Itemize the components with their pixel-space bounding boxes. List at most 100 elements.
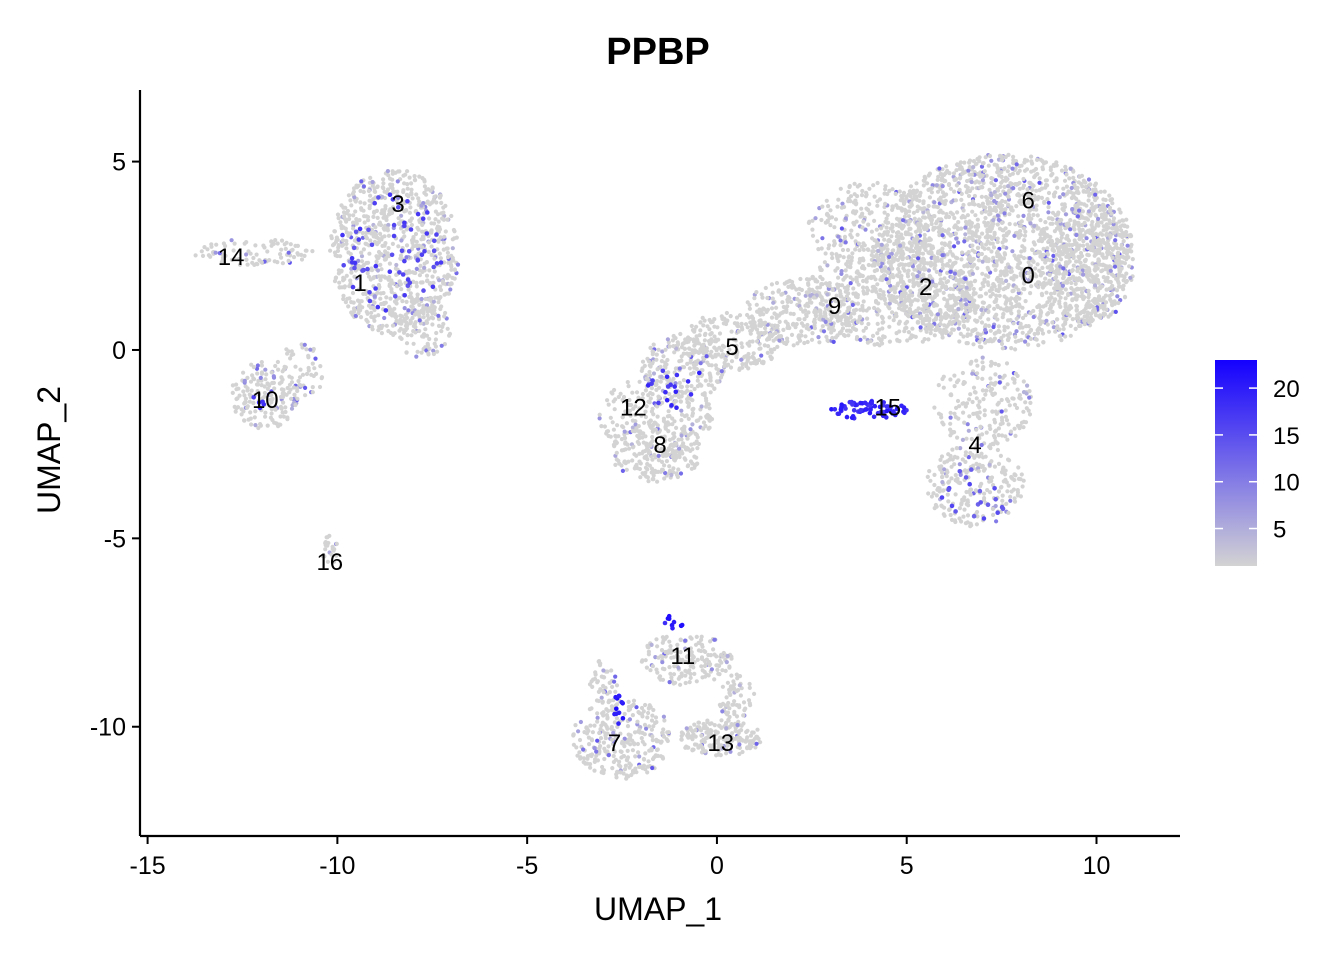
- cell-point: [950, 212, 956, 217]
- cell-point: [1075, 268, 1080, 273]
- cell-point: [890, 310, 895, 315]
- cell-point: [986, 317, 991, 322]
- cell-point: [1103, 278, 1108, 283]
- cell-point: [781, 327, 786, 332]
- cell-point: [970, 399, 975, 405]
- cell-point: [983, 223, 988, 228]
- cell-point: [826, 204, 831, 209]
- cell-point: [980, 201, 986, 206]
- cell-point: [820, 277, 825, 282]
- cell-point: [793, 325, 798, 330]
- cell-point: [906, 294, 911, 299]
- cell-point: [839, 329, 844, 334]
- cell-point: [889, 234, 894, 239]
- cell-point: [970, 199, 976, 204]
- cell-point: [866, 222, 871, 227]
- cell-point: [871, 183, 876, 188]
- cell-point: [941, 385, 946, 390]
- cell-point: [737, 366, 742, 371]
- cell-point: [850, 277, 856, 282]
- cell-point: [1001, 244, 1006, 249]
- cell-point: [855, 295, 860, 300]
- cell-point: [694, 462, 699, 467]
- cell-point: [902, 287, 907, 292]
- cell-point: [624, 467, 629, 472]
- cell-point: [939, 454, 945, 459]
- cell-point: [1021, 409, 1026, 414]
- cell-point: [897, 306, 902, 311]
- cell-point: [762, 343, 767, 348]
- cell-point: [940, 470, 945, 475]
- cell-point: [923, 260, 928, 265]
- cell-point: [672, 350, 677, 355]
- cell-point: [620, 468, 626, 473]
- cell-point: [965, 178, 970, 184]
- cell-point: [695, 338, 700, 343]
- cell-point: [986, 309, 991, 315]
- cell-point: [709, 331, 714, 336]
- cell-point: [860, 256, 865, 261]
- cell-point: [1039, 195, 1044, 200]
- cell-point: [670, 422, 675, 427]
- cell-point: [830, 287, 835, 292]
- cell-point: [940, 262, 946, 267]
- cell-point: [980, 178, 986, 183]
- cell-point: [998, 192, 1003, 198]
- cell-point: [866, 321, 871, 327]
- cell-point: [980, 259, 985, 264]
- cell-point: [944, 215, 949, 220]
- cell-point: [1044, 178, 1049, 183]
- cell-point: [999, 220, 1005, 225]
- cell-point: [846, 291, 851, 296]
- cell-point: [1110, 255, 1115, 260]
- cell-point: [627, 446, 632, 451]
- cell-point: [1005, 437, 1010, 442]
- cell-point: [967, 397, 972, 402]
- cell-point: [981, 397, 986, 402]
- cell-point: [855, 335, 860, 340]
- cell-point: [1077, 243, 1082, 248]
- cell-point: [1101, 295, 1106, 300]
- cell-point: [931, 303, 937, 308]
- cell-point: [1084, 269, 1089, 274]
- cell-point: [805, 301, 810, 306]
- cell-point: [925, 474, 930, 479]
- cell-point: [1059, 235, 1064, 240]
- cell-point: [775, 323, 780, 328]
- cell-point: [922, 174, 927, 179]
- cell-point: [960, 250, 965, 255]
- cell-point: [1043, 276, 1048, 281]
- cell-point: [992, 336, 998, 341]
- cell-point: [1081, 243, 1086, 248]
- cell-point: [1016, 214, 1021, 219]
- cell-point: [645, 475, 651, 480]
- cell-point: [1082, 318, 1087, 324]
- cell-point: [681, 365, 687, 370]
- cell-point: [328, 248, 333, 253]
- cell-point: [353, 209, 358, 214]
- cell-point: [1055, 317, 1060, 322]
- cell-point: [1027, 395, 1032, 400]
- cell-point: [861, 241, 866, 246]
- cell-point: [1023, 299, 1028, 304]
- cell-point: [1114, 276, 1119, 281]
- cell-point: [956, 240, 961, 245]
- cell-point: [1021, 213, 1026, 218]
- cell-point: [999, 409, 1004, 414]
- cell-point: [689, 383, 694, 389]
- cell-point: [954, 183, 960, 188]
- cell-point: [1029, 154, 1034, 159]
- cell-point: [1086, 288, 1091, 293]
- cell-point: [938, 171, 943, 177]
- cell-point: [1013, 472, 1018, 478]
- cell-point: [983, 323, 988, 328]
- cell-point: [1063, 164, 1068, 169]
- cell-point: [872, 194, 877, 199]
- cell-point: [952, 411, 957, 416]
- cell-point: [994, 288, 999, 293]
- cell-point: [946, 480, 951, 485]
- cell-point: [788, 311, 793, 316]
- cell-point: [934, 183, 939, 188]
- cell-point: [972, 298, 977, 303]
- cell-point: [1107, 286, 1112, 291]
